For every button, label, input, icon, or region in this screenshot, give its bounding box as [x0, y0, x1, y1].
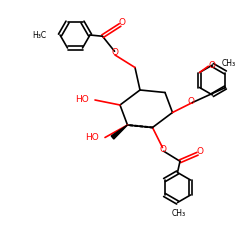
Text: CH₃: CH₃ [172, 209, 186, 218]
Text: O: O [119, 18, 126, 27]
Text: O: O [112, 48, 118, 57]
Text: H₃C: H₃C [32, 30, 46, 40]
Text: O: O [159, 146, 166, 154]
Text: O: O [188, 97, 195, 106]
Text: CH₃: CH₃ [222, 59, 236, 68]
Text: HO: HO [85, 133, 99, 142]
Text: O: O [196, 147, 203, 156]
Text: O: O [209, 60, 216, 70]
Polygon shape [111, 125, 128, 139]
Text: HO: HO [75, 96, 89, 104]
